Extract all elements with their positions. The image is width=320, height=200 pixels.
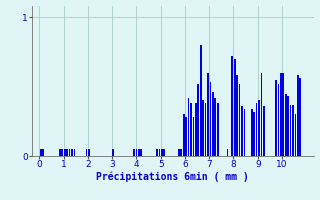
Bar	[239, 84, 240, 156]
Bar	[294, 114, 296, 156]
Bar	[185, 117, 187, 156]
Bar	[280, 73, 282, 156]
Bar	[40, 149, 42, 156]
Bar	[66, 149, 68, 156]
Bar	[205, 103, 206, 156]
Bar	[236, 75, 238, 156]
Bar	[140, 149, 142, 156]
Bar	[71, 149, 73, 156]
Bar	[212, 92, 214, 156]
Bar	[193, 117, 194, 156]
Bar	[202, 100, 204, 156]
Bar	[241, 106, 243, 156]
Bar	[180, 149, 182, 156]
Bar	[217, 103, 219, 156]
Bar	[297, 75, 299, 156]
Bar	[138, 149, 140, 156]
Bar	[227, 149, 228, 156]
Bar	[292, 105, 294, 156]
Bar	[164, 149, 165, 156]
Bar	[234, 59, 236, 156]
Bar	[231, 56, 233, 156]
Bar	[156, 149, 158, 156]
Bar	[178, 149, 180, 156]
Bar	[258, 100, 260, 156]
Bar	[64, 149, 66, 156]
Bar	[263, 106, 265, 156]
Bar	[251, 109, 252, 156]
Bar	[74, 149, 75, 156]
Bar	[188, 98, 189, 156]
Bar	[275, 80, 277, 156]
Bar	[207, 73, 209, 156]
Bar	[195, 103, 197, 156]
Bar	[253, 112, 255, 156]
Bar	[197, 84, 199, 156]
Bar	[133, 149, 135, 156]
Bar	[260, 73, 262, 156]
Bar	[290, 105, 292, 156]
Bar	[300, 78, 301, 156]
Bar	[283, 73, 284, 156]
Bar	[277, 84, 279, 156]
Bar	[59, 149, 61, 156]
Bar	[214, 98, 216, 156]
Bar	[88, 149, 90, 156]
Bar	[200, 45, 202, 156]
Bar	[69, 149, 70, 156]
Bar	[112, 149, 114, 156]
Bar	[183, 114, 185, 156]
Bar	[86, 149, 87, 156]
Bar	[136, 149, 137, 156]
X-axis label: Précipitations 6min ( mm ): Précipitations 6min ( mm )	[96, 172, 249, 182]
Bar	[256, 103, 257, 156]
Bar	[244, 109, 245, 156]
Bar	[161, 149, 163, 156]
Bar	[61, 149, 63, 156]
Bar	[285, 94, 286, 156]
Bar	[190, 103, 192, 156]
Bar	[210, 82, 211, 156]
Bar	[159, 149, 160, 156]
Bar	[287, 96, 289, 156]
Bar	[42, 149, 44, 156]
